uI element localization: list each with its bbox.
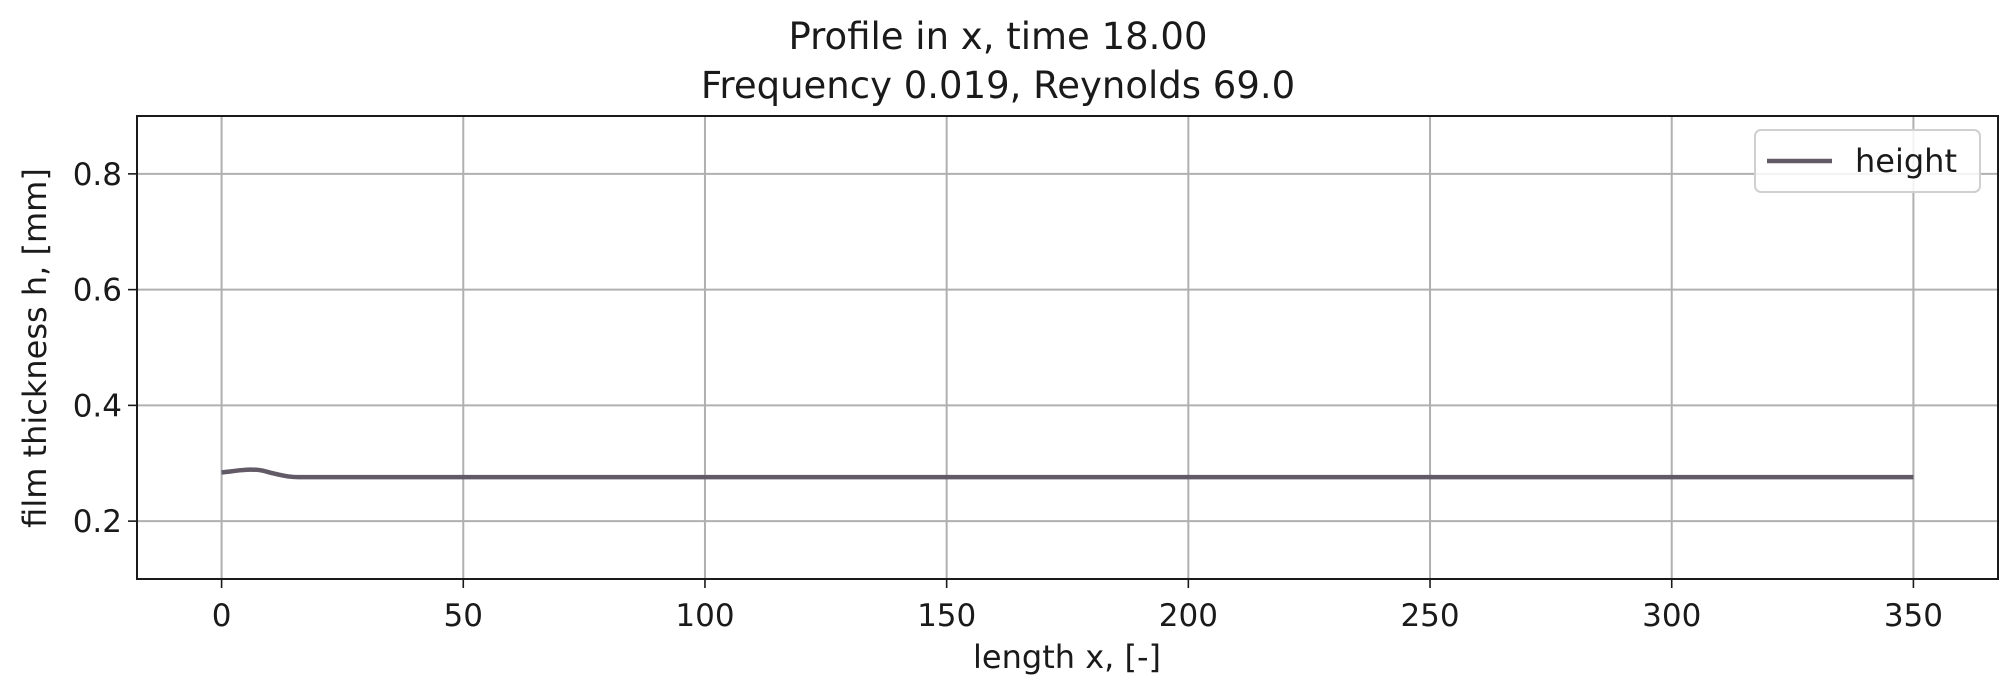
y-tick-label: 0.4: [73, 388, 122, 424]
axis-ticks: 0 50 100 150 200 250 300 350 0.2 0.4 0.6 0.8: [73, 157, 1943, 634]
x-tick-label: 150: [917, 598, 976, 634]
y-tick-label: 0.6: [73, 273, 122, 309]
plot-frame: [136, 115, 1999, 580]
x-tick-label: 350: [1884, 598, 1943, 634]
y-tick-label: 0.8: [73, 157, 122, 193]
x-tick-label: 0: [212, 598, 232, 634]
chart-title: Profile in x, time 18.00 Frequency 0.019…: [701, 15, 1295, 107]
y-axis-label: film thickness h, [mm]: [16, 168, 54, 528]
x-axis-label: length x, [-]: [973, 638, 1161, 676]
x-tick-label: 250: [1400, 598, 1459, 634]
series-line-height: [221, 467, 1914, 480]
x-tick-label: 100: [675, 598, 734, 634]
y-tick-label: 0.2: [73, 504, 122, 540]
x-tick-label: 200: [1159, 598, 1218, 634]
chart-title-line-2: Frequency 0.019, Reynolds 69.0: [701, 64, 1295, 107]
legend-box: [1754, 129, 1981, 193]
legend-label-height: height: [1855, 142, 1957, 180]
chart-title-line-1: Profile in x, time 18.00: [789, 15, 1208, 58]
grid: [137, 116, 1998, 579]
legend: height: [1754, 129, 1981, 193]
x-tick-label: 300: [1642, 598, 1701, 634]
x-tick-label: 50: [444, 598, 483, 634]
series-layer: [221, 467, 1914, 480]
